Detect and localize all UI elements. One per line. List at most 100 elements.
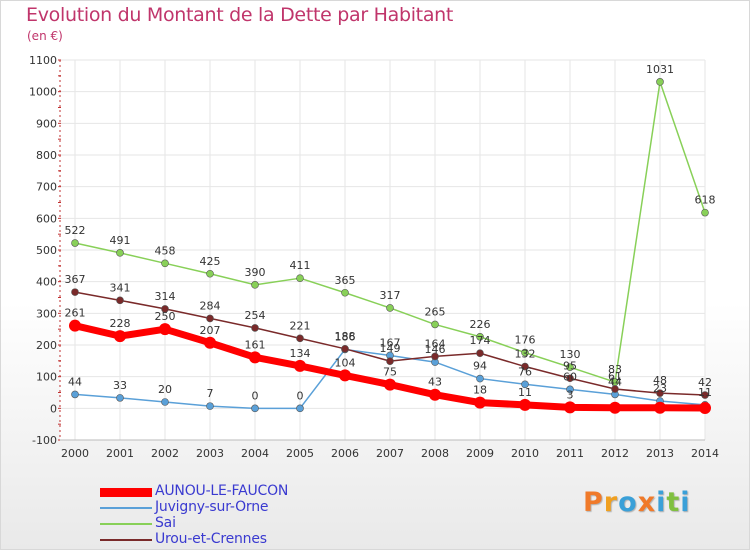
logo-letter: r — [603, 487, 619, 518]
legend-swatch — [100, 507, 152, 509]
data-point — [699, 402, 711, 415]
data-point — [206, 314, 214, 323]
data-point — [519, 398, 531, 411]
data-point — [564, 401, 576, 414]
data-label: 75 — [383, 366, 397, 379]
x-tick-label: 2005 — [286, 447, 314, 460]
data-label: 491 — [110, 234, 131, 247]
data-point — [431, 352, 439, 361]
x-tick-label: 2011 — [556, 447, 584, 460]
data-point — [71, 390, 79, 399]
data-label: 411 — [290, 259, 311, 272]
data-point — [251, 324, 259, 332]
data-point — [611, 385, 619, 393]
data-label: 284 — [200, 299, 221, 312]
data-point — [476, 374, 484, 383]
y-tick-label: 600 — [36, 212, 57, 225]
data-point — [296, 404, 304, 413]
x-tick-label: 2002 — [151, 447, 179, 460]
data-point — [296, 334, 304, 343]
x-tick-label: 2006 — [331, 447, 359, 460]
y-tick-label: 500 — [36, 244, 57, 257]
x-tick-label: 2012 — [601, 447, 629, 460]
data-point — [204, 336, 216, 349]
data-point — [566, 374, 574, 383]
data-point — [296, 274, 304, 282]
y-tick-label: 200 — [36, 339, 57, 352]
logo-letter: o — [618, 487, 638, 518]
data-label: 43 — [428, 376, 442, 389]
data-point — [71, 239, 79, 247]
line-chart: -100010020030040050060070080090010001100… — [29, 54, 719, 460]
y-tick-label: 900 — [36, 117, 57, 130]
data-point — [701, 208, 709, 217]
legend-label: AUNOU-LE-FAUCON — [155, 483, 289, 499]
legend-swatch — [100, 487, 152, 497]
data-label: 18 — [473, 384, 487, 397]
x-tick-label: 2008 — [421, 447, 449, 460]
x-tick-label: 2003 — [196, 447, 224, 460]
data-label: 83 — [608, 363, 622, 376]
data-point — [116, 394, 124, 402]
data-label: 164 — [425, 337, 446, 350]
data-label: 94 — [473, 360, 487, 373]
data-point — [251, 404, 259, 413]
data-point — [161, 305, 169, 313]
x-tick-label: 2013 — [646, 447, 674, 460]
data-label: 60 — [563, 370, 577, 383]
legend-swatch — [100, 523, 152, 525]
data-label: 522 — [65, 224, 86, 237]
data-point — [609, 401, 621, 414]
data-point — [251, 281, 259, 289]
data-label: 130 — [560, 348, 581, 361]
data-point — [429, 388, 441, 401]
data-point — [386, 304, 394, 312]
logo-letter: P — [583, 487, 604, 518]
data-label: 265 — [425, 305, 446, 318]
data-point — [431, 320, 439, 329]
logo-letter: i — [656, 487, 667, 518]
x-tick-label: 2009 — [466, 447, 494, 460]
data-label: 33 — [113, 379, 127, 392]
data-label: 11 — [698, 386, 712, 399]
data-label: 254 — [245, 309, 266, 322]
data-point — [386, 357, 394, 365]
data-point — [654, 401, 666, 414]
data-point — [656, 78, 664, 86]
data-label: 149 — [380, 342, 401, 355]
x-tick-label: 2000 — [61, 447, 89, 460]
data-point — [476, 349, 484, 358]
data-label: 176 — [515, 334, 536, 347]
data-point — [159, 323, 171, 336]
data-point — [521, 380, 529, 389]
data-point — [69, 319, 81, 332]
logo-letter: x — [637, 487, 657, 518]
data-label: 314 — [155, 290, 176, 303]
data-label: 161 — [245, 338, 266, 351]
data-label: 104 — [335, 356, 356, 369]
proxiti-logo: Proxiti — [583, 487, 691, 518]
data-label: 186 — [335, 330, 356, 343]
data-label: 618 — [695, 194, 716, 207]
x-tick-label: 2014 — [691, 447, 719, 460]
data-label: 174 — [470, 334, 491, 347]
data-point — [384, 378, 396, 391]
data-label: 20 — [158, 383, 172, 396]
y-tick-label: 700 — [36, 181, 57, 194]
x-tick-label: 2010 — [511, 447, 539, 460]
data-point — [521, 348, 529, 357]
data-label: 0 — [252, 389, 259, 402]
data-point — [566, 363, 574, 371]
data-label: 42 — [698, 376, 712, 389]
y-tick-label: 300 — [36, 307, 57, 320]
data-label: 0 — [297, 389, 304, 402]
data-label: 261 — [65, 307, 86, 320]
data-label: 95 — [563, 359, 577, 372]
data-label: 390 — [245, 266, 266, 279]
data-label: 365 — [335, 274, 356, 287]
y-tick-label: 0 — [50, 402, 57, 415]
data-point — [341, 288, 349, 297]
logo-letter: t — [666, 487, 681, 518]
y-tick-label: 1100 — [29, 54, 57, 67]
data-label: 44 — [608, 375, 622, 388]
